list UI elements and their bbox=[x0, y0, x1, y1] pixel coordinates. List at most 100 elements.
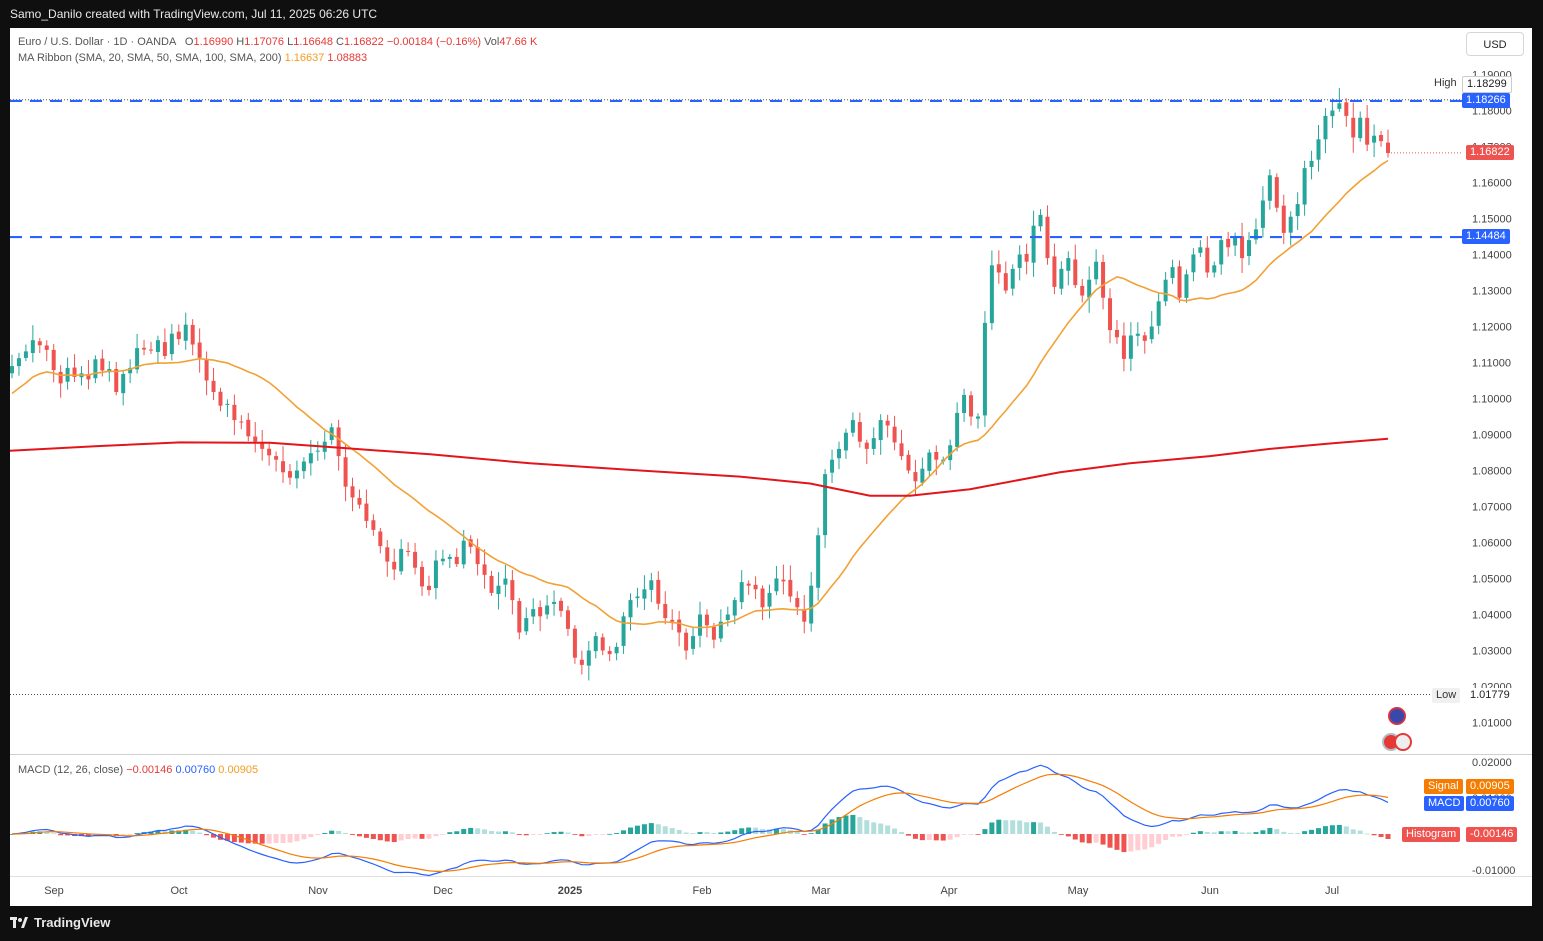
chart-frame[interactable]: 1.190001.180001.170001.160001.150001.140… bbox=[10, 28, 1532, 906]
tradingview-logo[interactable]: TradingView bbox=[10, 915, 110, 930]
candle-body bbox=[892, 426, 897, 443]
macd-histogram-bar bbox=[1211, 832, 1217, 834]
candle-body bbox=[1267, 175, 1272, 201]
candle-body bbox=[1260, 200, 1265, 228]
macd-histogram-bar bbox=[315, 834, 321, 836]
histogram-label-tag: Histogram bbox=[1402, 827, 1461, 842]
attribution-bar: Samo_Danilo created with TradingView.com… bbox=[0, 0, 1543, 28]
candle-body bbox=[155, 340, 160, 353]
candle-body bbox=[58, 371, 63, 384]
macd-histogram-bar bbox=[280, 834, 286, 843]
attribution-text: Samo_Danilo created with TradingView.com… bbox=[10, 7, 378, 21]
macd-histogram-bar bbox=[1281, 831, 1287, 834]
candle-body bbox=[593, 636, 598, 652]
candle-body bbox=[725, 614, 730, 620]
macd-histogram-bar bbox=[530, 834, 536, 835]
macd-histogram-bar bbox=[544, 833, 550, 835]
candle-body bbox=[635, 596, 640, 599]
candle-body bbox=[989, 265, 994, 324]
time-axis-tick: Oct bbox=[170, 885, 187, 897]
macd-legend: MACD (12, 26, close) −0.00146 0.00760 0.… bbox=[18, 764, 258, 776]
macd-histogram-bar bbox=[725, 831, 731, 834]
macd-histogram-bar bbox=[405, 834, 411, 839]
macd-histogram-bar bbox=[231, 834, 237, 843]
candle-body bbox=[510, 580, 515, 601]
candle-body bbox=[850, 420, 855, 433]
macd-histogram-bar bbox=[732, 830, 738, 834]
candle-body bbox=[1309, 160, 1314, 168]
symbol-name[interactable]: Euro / U.S. Dollar · 1D · OANDA bbox=[18, 36, 176, 48]
candle-body bbox=[906, 454, 911, 471]
macd-histogram-bar bbox=[1121, 834, 1127, 853]
candle-body bbox=[16, 358, 21, 367]
candle-body bbox=[1247, 240, 1252, 256]
candle-body bbox=[211, 380, 216, 393]
economic-event-icon[interactable] bbox=[1388, 707, 1406, 725]
candle-body bbox=[948, 445, 953, 461]
macd-histogram-bar bbox=[780, 828, 786, 834]
candle-body bbox=[1316, 139, 1321, 160]
candle-body bbox=[517, 601, 522, 633]
candle-body bbox=[628, 600, 633, 618]
us-flag-event-icon[interactable] bbox=[1394, 733, 1412, 751]
macd-histogram-bar bbox=[697, 832, 703, 834]
candle-body bbox=[1163, 279, 1168, 302]
macd-histogram-bar bbox=[1065, 834, 1071, 837]
candle-body bbox=[301, 461, 306, 472]
candle-body bbox=[1344, 102, 1349, 116]
candle-body bbox=[1045, 216, 1050, 259]
macd-legend-signal: 0.00905 bbox=[218, 764, 259, 776]
candle-body bbox=[698, 614, 702, 636]
candle-body bbox=[586, 650, 591, 666]
candle-body bbox=[433, 560, 438, 589]
candle-body bbox=[864, 442, 869, 449]
currency-button[interactable]: USD bbox=[1466, 32, 1524, 56]
macd-histogram-bar bbox=[509, 832, 515, 834]
macd-histogram-bar bbox=[1051, 831, 1057, 834]
close-value: 1.16822 bbox=[343, 36, 384, 48]
candle-body bbox=[357, 497, 362, 505]
candle-body bbox=[37, 341, 42, 346]
chart-canvas[interactable]: 1.190001.180001.170001.160001.150001.140… bbox=[10, 28, 1532, 906]
macd-histogram-bar bbox=[572, 834, 578, 835]
macd-histogram-bar bbox=[1149, 834, 1155, 848]
candle-body bbox=[1351, 117, 1356, 138]
candle-body bbox=[1170, 267, 1175, 278]
candle-body bbox=[704, 614, 709, 626]
macd-histogram-bar bbox=[1385, 834, 1391, 839]
candle-body bbox=[691, 636, 696, 649]
macd-histogram-bar bbox=[1190, 832, 1196, 834]
candle-body bbox=[169, 333, 174, 355]
candle-body bbox=[183, 324, 188, 341]
high-label: H bbox=[236, 36, 245, 48]
macd-indicator-label[interactable]: MACD (12, 26, close) bbox=[18, 764, 124, 776]
macd-histogram-bar bbox=[398, 834, 404, 841]
candle-body bbox=[294, 470, 299, 479]
macd-line bbox=[11, 764, 1389, 877]
candle-body bbox=[148, 349, 153, 351]
ma-ribbon-label[interactable]: MA Ribbon (SMA, 20, SMA, 50, SMA, 100, S… bbox=[18, 52, 282, 64]
price-axis-tick: 1.06000 bbox=[1472, 538, 1512, 550]
macd-histogram-bar bbox=[1295, 833, 1301, 834]
macd-label-tag: MACD bbox=[1424, 796, 1465, 811]
macd-histogram-bar bbox=[190, 830, 196, 834]
candle-body bbox=[1073, 259, 1078, 286]
candle-body bbox=[1253, 229, 1258, 240]
macd-histogram-bar bbox=[176, 830, 182, 834]
footer-bar: TradingView bbox=[0, 906, 1543, 941]
candle-body bbox=[621, 616, 626, 646]
price-axis-tick: 1.16000 bbox=[1472, 178, 1512, 190]
macd-histogram-bar bbox=[1218, 831, 1224, 834]
candle-body bbox=[1031, 225, 1036, 263]
candle-body bbox=[1066, 258, 1071, 271]
candle-body bbox=[413, 551, 418, 568]
candle-body bbox=[1038, 214, 1043, 227]
macd-histogram-bar bbox=[843, 815, 849, 834]
macd-histogram-bar bbox=[1058, 834, 1064, 835]
macd-histogram-bar bbox=[447, 832, 453, 834]
macd-histogram-bar bbox=[482, 829, 488, 834]
candle-body bbox=[51, 349, 56, 371]
candle-body bbox=[1240, 236, 1245, 259]
macd-histogram-bar bbox=[1072, 834, 1078, 840]
macd-histogram-bar bbox=[1302, 831, 1308, 834]
